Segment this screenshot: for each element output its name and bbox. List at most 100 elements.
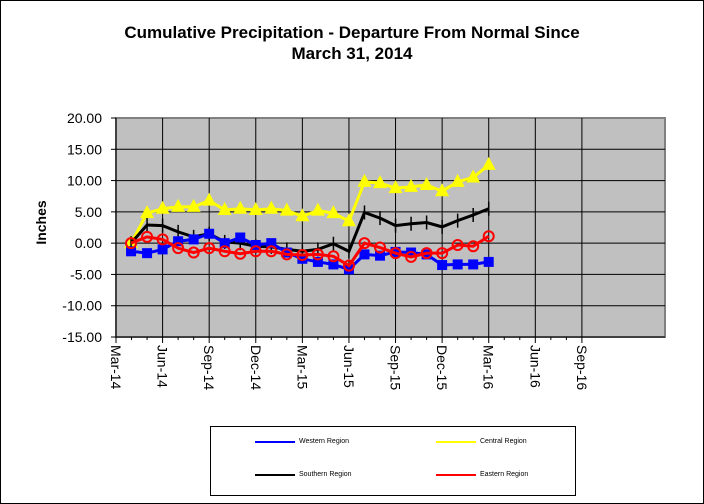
data-point — [295, 208, 310, 222]
x-tick-label: Jun-16 — [527, 345, 543, 388]
x-tick-label: Jun-14 — [155, 345, 171, 388]
x-tick-label: Sep-16 — [574, 345, 590, 390]
y-tick-label: 0.00 — [75, 235, 102, 251]
data-point — [125, 237, 138, 250]
data-point — [202, 192, 217, 206]
data-point — [341, 213, 356, 227]
y-tick-label: 20.00 — [67, 110, 102, 126]
legend-swatch — [255, 440, 295, 443]
legend-item-southern-region: Southern Region — [255, 471, 352, 478]
legend-item-central-region: Central Region — [436, 438, 527, 445]
data-point — [156, 233, 169, 246]
data-point — [405, 250, 418, 263]
x-tick-label: Mar-16 — [481, 345, 497, 390]
data-point — [358, 237, 371, 250]
data-point — [248, 201, 263, 215]
data-point — [234, 247, 247, 260]
data-point — [235, 232, 246, 243]
x-tick-label: Jun-15 — [341, 345, 357, 388]
data-point — [171, 198, 186, 212]
data-point — [483, 256, 494, 267]
data-point — [375, 250, 386, 261]
legend-item-eastern-region: Eastern Region — [436, 471, 528, 478]
y-tick-label: -10.00 — [62, 298, 102, 314]
x-tick-label: Sep-15 — [388, 345, 404, 390]
y-tick-label: 5.00 — [75, 204, 102, 220]
data-point — [249, 245, 262, 258]
legend-swatch — [436, 473, 476, 476]
x-tick-label: Sep-14 — [201, 345, 217, 390]
data-point — [188, 234, 199, 245]
legend-item-western-region: Western Region — [255, 438, 349, 445]
data-point — [173, 236, 184, 247]
data-point — [388, 180, 403, 194]
data-point — [374, 241, 387, 254]
y-tick-label: -5.00 — [70, 266, 102, 282]
x-tick-label: Mar-14 — [108, 345, 124, 390]
data-point — [404, 178, 419, 192]
data-point — [186, 198, 201, 212]
legend-label: Eastern Region — [480, 471, 529, 478]
data-point — [435, 183, 450, 197]
data-point — [326, 205, 341, 219]
data-point — [420, 247, 433, 260]
legend-swatch — [436, 440, 476, 443]
data-point — [468, 259, 479, 270]
data-point — [264, 200, 279, 214]
data-point — [450, 173, 465, 187]
y-tick-label: -15.00 — [62, 329, 102, 345]
data-point — [265, 245, 278, 258]
chart-subtitle: March 31, 2014 — [291, 44, 413, 63]
data-point — [280, 248, 293, 261]
chart-title: Cumulative Precipitation - Departure Fro… — [124, 23, 580, 42]
legend-label: Central Region — [480, 438, 527, 445]
data-point — [250, 240, 261, 251]
data-point — [451, 239, 464, 252]
data-point — [373, 175, 388, 189]
x-tick-label: Dec-14 — [248, 345, 264, 390]
data-point — [279, 202, 294, 216]
data-point — [266, 238, 277, 249]
legend-label: Southern Region — [299, 471, 352, 478]
data-point — [327, 250, 340, 263]
data-point — [437, 260, 448, 271]
data-point — [187, 246, 200, 259]
data-point — [436, 247, 449, 260]
data-point — [217, 201, 232, 215]
data-point — [343, 264, 354, 275]
data-point — [142, 248, 153, 259]
data-point — [157, 244, 168, 255]
series-line — [130, 234, 490, 268]
legend-label: Western Region — [299, 438, 350, 445]
data-point — [219, 238, 230, 249]
data-point — [481, 156, 496, 170]
y-tick-label: 10.00 — [67, 173, 102, 189]
y-tick-label: 15.00 — [67, 141, 102, 157]
legend-swatch — [255, 473, 295, 476]
data-point — [389, 247, 402, 260]
y-axis-label: Inches — [33, 200, 49, 245]
data-point — [466, 169, 481, 183]
data-point — [312, 256, 323, 267]
data-point — [310, 202, 325, 216]
data-point — [452, 259, 463, 270]
data-point — [218, 245, 231, 258]
series-central-region — [124, 156, 496, 249]
series-eastern-region — [125, 230, 495, 272]
data-point — [140, 205, 155, 219]
data-point — [359, 249, 370, 260]
data-point — [357, 173, 372, 187]
legend: Western Region Central Region Southern Reg… — [210, 426, 576, 496]
data-point — [203, 242, 216, 255]
data-point — [281, 247, 292, 258]
data-point — [419, 176, 434, 190]
data-point — [482, 230, 495, 243]
data-point — [296, 249, 309, 262]
data-point — [467, 240, 480, 253]
x-tick-label: Dec-15 — [434, 345, 450, 390]
data-point — [342, 259, 355, 272]
data-point — [233, 200, 248, 214]
data-point — [172, 242, 185, 255]
data-point — [155, 200, 170, 214]
